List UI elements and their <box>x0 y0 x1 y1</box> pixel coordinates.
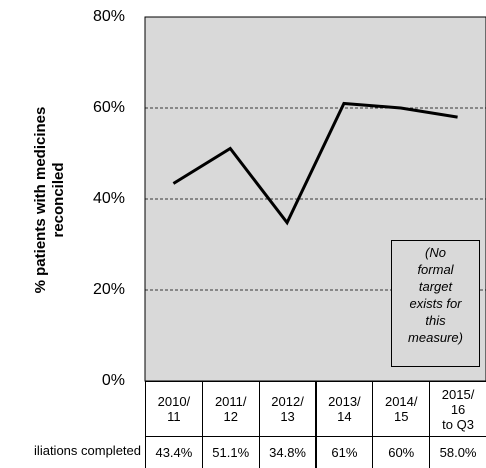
x-tick-label: 2011/ 12 <box>201 381 260 437</box>
data-label: 51.1% <box>201 436 260 468</box>
x-tick-label: 2013/ 14 <box>315 381 374 437</box>
y-tick-label: 80% <box>93 8 125 25</box>
annotation: (No formal target exists for this measur… <box>391 240 480 367</box>
x-tick-label: 2015/ 16 to Q3 <box>429 381 486 437</box>
x-tick-label: 2014/ 15 <box>372 381 431 437</box>
y-tick-label: 60% <box>93 99 125 116</box>
y-axis-title: % patients with medicines reconciled <box>32 106 67 294</box>
data-label: 58.0% <box>429 436 486 468</box>
x-tick-label: 2010/ 11 <box>145 381 203 437</box>
legend-label: iliations completed <box>34 443 141 458</box>
y-tick-label: 20% <box>93 281 125 298</box>
y-tick-label: 40% <box>93 190 125 207</box>
x-tick-label: 2012/ 13 <box>258 381 317 437</box>
data-label: 61% <box>315 436 374 468</box>
y-tick-label: 0% <box>102 372 125 389</box>
data-label: 43.4% <box>145 436 203 468</box>
data-label: 60% <box>372 436 431 468</box>
data-label: 34.8% <box>258 436 317 468</box>
line <box>172 101 458 226</box>
